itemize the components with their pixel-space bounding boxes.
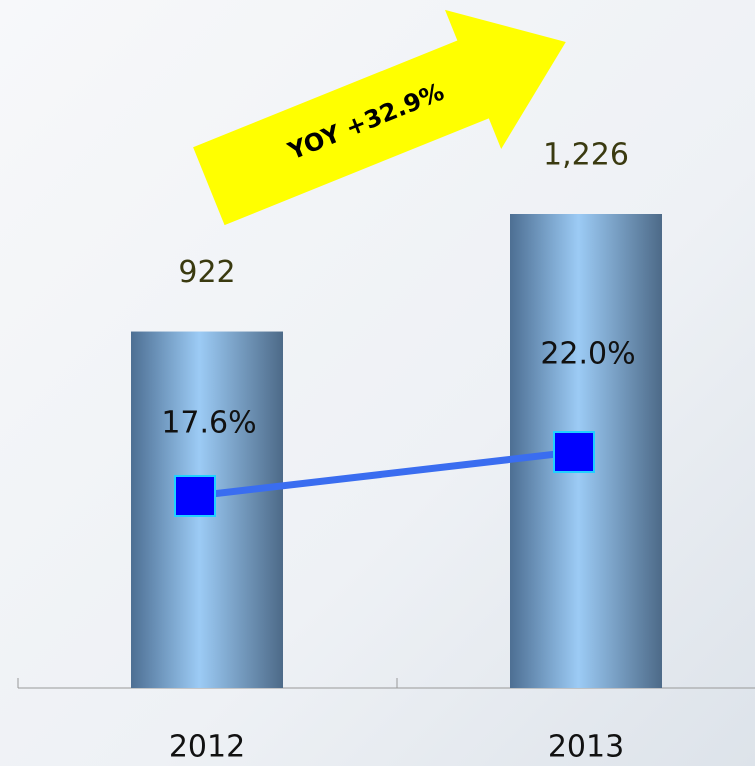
bar-value-label: 1,226 xyxy=(543,138,629,173)
x-tick-label: 2012 xyxy=(169,730,245,765)
line-value-label: 22.0% xyxy=(540,337,635,372)
x-tick-label: 2013 xyxy=(548,730,624,765)
line-marker xyxy=(174,475,216,517)
line-marker xyxy=(553,431,595,473)
arrow-shape xyxy=(193,9,566,226)
bar-value-label: 922 xyxy=(178,255,235,290)
line xyxy=(194,448,575,500)
line-value-label: 17.6% xyxy=(161,406,256,441)
